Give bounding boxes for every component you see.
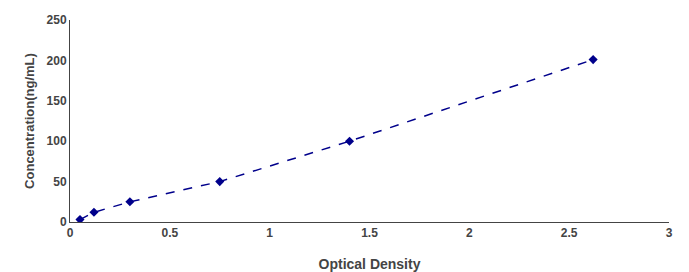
svg-text:250: 250 xyxy=(47,13,67,27)
svg-text:100: 100 xyxy=(47,134,67,148)
svg-text:150: 150 xyxy=(47,94,67,108)
svg-text:1: 1 xyxy=(266,226,273,240)
svg-text:50: 50 xyxy=(53,175,67,189)
svg-text:1.5: 1.5 xyxy=(361,226,378,240)
svg-text:Concentration(ng/mL): Concentration(ng/mL) xyxy=(22,53,37,189)
svg-text:0: 0 xyxy=(67,226,74,240)
svg-text:0: 0 xyxy=(60,215,67,229)
svg-text:Optical Density: Optical Density xyxy=(319,256,421,272)
svg-text:3: 3 xyxy=(666,226,673,240)
svg-text:200: 200 xyxy=(47,54,67,68)
svg-text:2.5: 2.5 xyxy=(561,226,578,240)
svg-text:2: 2 xyxy=(466,226,473,240)
svg-text:0.5: 0.5 xyxy=(161,226,178,240)
